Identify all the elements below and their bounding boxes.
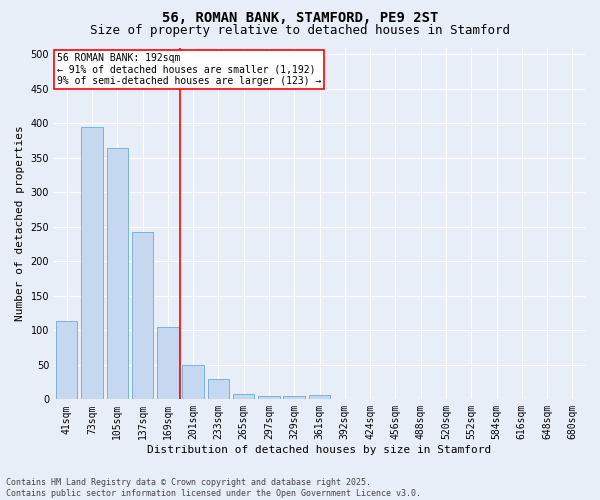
Bar — [182, 365, 204, 400]
Bar — [157, 327, 179, 400]
Bar — [258, 396, 280, 400]
Bar — [233, 394, 254, 400]
Y-axis label: Number of detached properties: Number of detached properties — [15, 126, 25, 322]
Bar — [562, 398, 583, 400]
Text: Size of property relative to detached houses in Stamford: Size of property relative to detached ho… — [90, 24, 510, 37]
Bar — [107, 148, 128, 400]
Bar — [208, 378, 229, 400]
Bar — [132, 232, 153, 400]
Bar — [81, 127, 103, 400]
Bar — [309, 395, 330, 400]
Bar — [56, 322, 77, 400]
Text: 56 ROMAN BANK: 192sqm
← 91% of detached houses are smaller (1,192)
9% of semi-de: 56 ROMAN BANK: 192sqm ← 91% of detached … — [56, 53, 321, 86]
Text: 56, ROMAN BANK, STAMFORD, PE9 2ST: 56, ROMAN BANK, STAMFORD, PE9 2ST — [162, 11, 438, 25]
Bar — [283, 396, 305, 400]
Text: Contains HM Land Registry data © Crown copyright and database right 2025.
Contai: Contains HM Land Registry data © Crown c… — [6, 478, 421, 498]
X-axis label: Distribution of detached houses by size in Stamford: Distribution of detached houses by size … — [148, 445, 491, 455]
